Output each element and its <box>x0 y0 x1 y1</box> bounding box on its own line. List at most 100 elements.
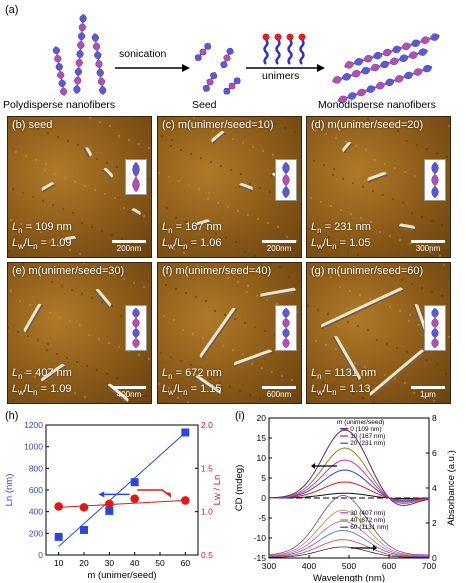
legend-entry: 10 (167 nm) <box>350 433 385 440</box>
fit-line <box>58 432 186 547</box>
data-point-length <box>181 428 190 437</box>
data-point-length <box>54 532 63 541</box>
scheme-seed <box>202 72 218 92</box>
y-tick-label-left: 1200 <box>24 420 43 430</box>
arrowhead-cd <box>311 463 315 469</box>
x-tick-label: 300 <box>262 561 276 571</box>
chart-length-vs-ratio: 0 200 400 600 800 1000 1200 0.5 1.0 1.5 2.0 10 20 30 4… <box>4 420 223 580</box>
absorbance-spectrum-line <box>269 546 429 558</box>
afm-number-average-length: Ln = 407 nm <box>12 367 72 382</box>
y-tick-label-right: 2 <box>432 518 437 528</box>
scheme-polydisperse-fiber <box>73 13 87 95</box>
afm-panel-label: (e) m(unimer/seed=30) <box>12 265 125 277</box>
y-axis-label-left: CD (mdeg) <box>234 465 245 511</box>
arrowhead-left <box>98 491 105 498</box>
afm-number-average-length: Ln = 109 nm <box>12 221 72 236</box>
scheme-seed <box>220 47 234 69</box>
afm-panel-label: (d) m(unimer/seed=20) <box>311 119 424 131</box>
afm-nanofiber <box>238 182 253 192</box>
afm-panel-label: (b) seed <box>12 119 53 131</box>
absorbance-spectrum-line <box>268 495 429 556</box>
y-tick-label-left: 1000 <box>24 442 43 452</box>
x-tick-label: 30 <box>105 558 115 568</box>
y-tick-label-right: 1.5 <box>201 463 213 473</box>
legend-entry: 60 (1131 nm) <box>350 524 388 531</box>
afm-number-average-length: Ln = 672 nm <box>162 367 222 382</box>
absorbance-spectrum-line <box>268 529 429 557</box>
chart-cd-spectra: -15 -10 -5 0 5 10 15 20 0 2 4 6 8 300 400 500 600 700 Wave… <box>234 413 457 582</box>
scheme-seed <box>194 43 212 61</box>
y-tick-label-left: 5 <box>261 473 266 483</box>
afm-scale-bar: 400nm <box>112 386 146 399</box>
y-tick-label-left: 0 <box>261 493 266 503</box>
scheme-polydisperse-fiber <box>91 33 107 95</box>
afm-nanofiber <box>398 223 415 231</box>
y-axis-label-right: Absorbance (a.u.) <box>446 450 457 526</box>
afm-image <box>8 117 151 256</box>
afm-number-average-length: Ln = 167 nm <box>162 221 222 236</box>
fit-line <box>58 499 186 508</box>
arrowhead-right <box>164 492 172 498</box>
legend-entry: 30 (407 nm) <box>350 510 385 517</box>
afm-scale-bar: 300nm <box>411 240 445 253</box>
plot-frame <box>268 417 430 559</box>
y-tick-label-right: 4 <box>432 483 437 493</box>
afm-nanofiber <box>199 307 237 359</box>
cd-spectrum-line <box>269 429 430 506</box>
cd-spectrum-line <box>269 459 430 503</box>
afm-nanofiber <box>260 287 297 299</box>
afm-image <box>8 263 151 403</box>
data-point-dispersity <box>105 499 114 509</box>
x-axis-label: Wavelength (nm) <box>313 573 385 582</box>
panel-label-h: (h) <box>5 410 19 422</box>
scheme-diagram <box>52 13 440 104</box>
afm-scale-bar: 1μm <box>411 386 445 399</box>
afm-inset-ribbon <box>424 159 446 201</box>
afm-panel: (d) m(unimer/seed=20) Ln = 231 nm Lw/Ln = … <box>306 116 451 258</box>
afm-inset-ribbon <box>424 305 446 351</box>
y-tick-label-left: 0 <box>38 550 43 560</box>
afm-panel-label: (c) m(unimer/seed=10) <box>162 119 274 131</box>
x-axis-label: m (unimer/seed) <box>87 570 156 580</box>
y-tick-label-left: 20 <box>257 413 267 423</box>
cd-spectrum-line <box>269 469 430 502</box>
afm-nanofiber <box>332 336 361 381</box>
x-tick-label: 400 <box>302 561 316 571</box>
afm-nanofiber <box>102 168 113 179</box>
afm-panel: (e) m(unimer/seed=30) Ln = 407 nm Lw/Ln = … <box>7 262 152 404</box>
afm-dispersity: Lw/Ln = 1.09 <box>12 237 72 252</box>
afm-image <box>158 263 301 403</box>
afm-scale-bar: 600nm <box>262 386 296 399</box>
scheme-monodisperse-fiber <box>344 33 440 69</box>
cd-spectrum-line <box>268 447 430 504</box>
afm-inset-ribbon <box>275 305 297 351</box>
afm-nanofiber <box>211 130 226 144</box>
y-tick-label-left: 600 <box>29 485 43 495</box>
cd-spectrum-line <box>268 481 430 501</box>
afm-dispersity: Lw/Ln = 1.05 <box>311 237 371 252</box>
arrow-right-axis <box>137 489 169 495</box>
y-tick-label-left: -10 <box>254 533 267 543</box>
data-point-dispersity <box>79 503 89 512</box>
afm-panel: (b) seed Ln = 109 nm Lw/Ln = 1.09 200nm <box>7 116 152 258</box>
data-point-length <box>105 506 114 515</box>
absorbance-spectrum-line <box>269 520 429 557</box>
afm-nanofiber <box>41 182 55 193</box>
legend-entry: 40 (672 nm) <box>350 517 385 524</box>
x-tick-label: 40 <box>130 558 140 568</box>
afm-nanofiber <box>64 235 77 243</box>
caption-monodisperse: Monodisperse nanofibers <box>318 99 436 111</box>
x-tick-label: 600 <box>382 561 396 571</box>
caption-polydisperse: Polydisperse nanofibers <box>3 99 116 111</box>
legend-entry: 0 (109 nm) <box>350 426 381 433</box>
y-tick-label-left: 200 <box>29 528 43 538</box>
afm-number-average-length: Ln = 1131 nm <box>311 367 377 382</box>
y-tick-label-left: 15 <box>257 433 267 443</box>
unimers-label: unimers <box>262 70 300 82</box>
afm-panel-label: (g) m(unimer/seed=60) <box>311 265 424 277</box>
afm-inset-ribbon <box>275 159 297 201</box>
y-tick-label-left: 400 <box>29 507 43 517</box>
afm-panel: (g) m(unimer/seed=60) Ln = 1131 nm Lw/Ln =… <box>306 262 451 404</box>
cd-spectrum-line <box>269 492 429 499</box>
afm-panel-label: (f) m(unimer/seed=40) <box>162 265 272 277</box>
